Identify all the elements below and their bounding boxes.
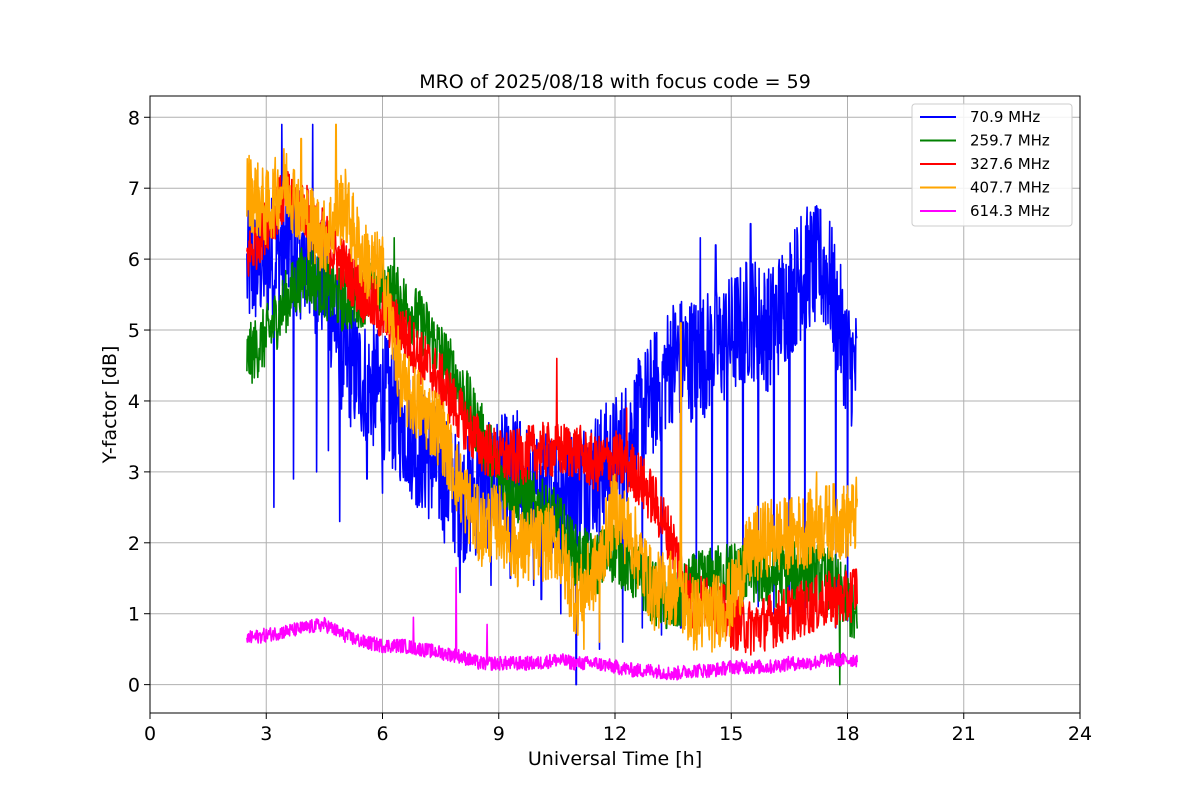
legend-box [911,103,1073,227]
series-line-2 [246,167,858,656]
x-tick-label: 9 [493,723,505,745]
y-tick-label: 6 [128,249,140,271]
series-lines [246,123,858,686]
x-tick-label: 3 [260,723,272,745]
x-axis-label: Universal Time [h] [528,748,702,770]
x-tick-label: 18 [835,723,859,745]
y-tick-label: 8 [128,107,140,129]
legend-label: 70.9 MHz [970,108,1040,126]
series-line-1 [246,237,858,686]
legend: 70.9 MHz 259.7 MHz 327.6 MHz 407.7 MHz 614.3… [911,103,1073,227]
chart-title: MRO of 2025/08/18 with focus code = 59 [419,71,811,93]
y-tick-label: 7 [128,178,140,200]
legend-label: 327.6 MHz [970,155,1050,173]
legend-label: 614.3 MHz [970,202,1050,220]
x-tick-label: 24 [1068,723,1092,745]
y-tick-label: 4 [128,391,140,413]
x-tick-label: 12 [603,723,627,745]
legend-label: 407.7 MHz [970,179,1050,197]
y-axis-label: Y-factor [dB] [99,346,121,465]
x-tick-label: 15 [719,723,743,745]
x-tick-label: 6 [376,723,388,745]
y-tick-label: 5 [128,320,140,342]
y-tick-label: 3 [128,462,140,484]
series-line-3 [246,123,858,653]
x-tick-label: 0 [144,723,156,745]
legend-label: 259.7 MHz [970,132,1050,150]
y-tick-label: 1 [128,604,140,626]
y-tick-label: 0 [128,675,140,697]
x-tick-label: 21 [952,723,976,745]
series-line-4 [246,566,858,681]
y-tick-label: 2 [128,533,140,555]
